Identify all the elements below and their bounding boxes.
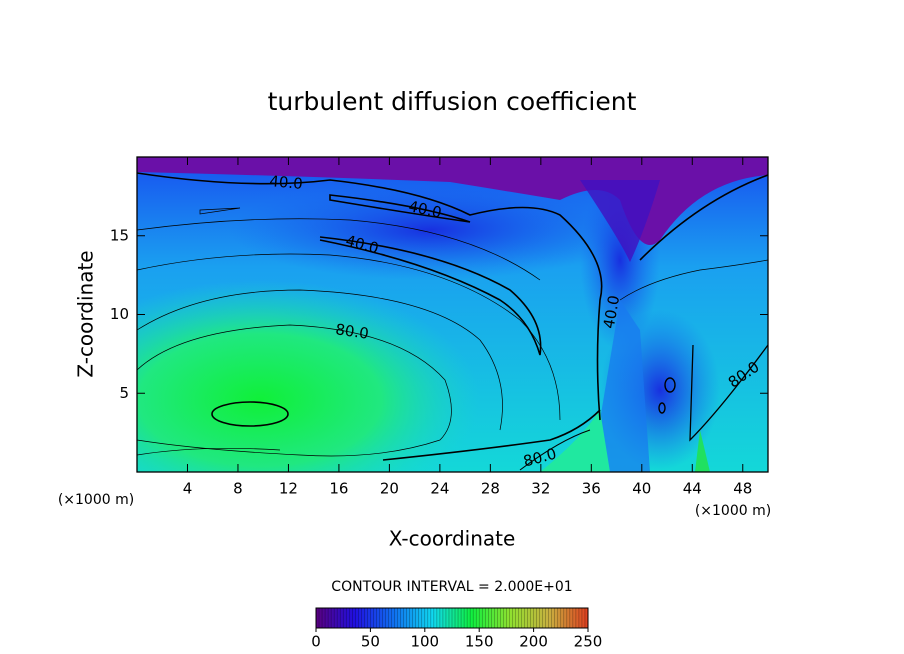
y-tick-label: 15 [110, 226, 129, 244]
colorbar-tick-label: 200 [519, 633, 548, 651]
x-tick-label: 40 [632, 480, 651, 498]
x-unit: (×1000 m) [58, 492, 134, 508]
x-tick-label: 28 [481, 480, 500, 498]
y-tick-label: 10 [110, 305, 129, 323]
contour-field [137, 157, 768, 472]
colorbar-tick-label: 250 [574, 633, 603, 651]
x-tick-label: 44 [683, 480, 702, 498]
y-tick-label: 5 [119, 384, 129, 402]
contour-label: 40.0 [269, 172, 304, 193]
colorbar-tick-label: 150 [465, 633, 494, 651]
x-unit: (×1000 m) [695, 503, 771, 519]
x-axis-title: X-coordinate [389, 527, 516, 551]
colorbar-tick-label: 100 [410, 633, 439, 651]
x-tick-label: 8 [233, 480, 243, 498]
x-tick-label: 20 [380, 480, 399, 498]
x-tick-label: 16 [329, 480, 348, 498]
x-tick-label: 4 [183, 480, 193, 498]
colorbar-tick-label: 50 [361, 633, 380, 651]
contour-interval: CONTOUR INTERVAL = 2.000E+01 [331, 579, 572, 595]
contour-label: 80.0 [334, 320, 370, 342]
colorbar-tick-label: 0 [311, 633, 321, 651]
x-tick-label: 36 [582, 480, 601, 498]
x-tick-label: 12 [279, 480, 298, 498]
x-tick-label: 48 [733, 480, 752, 498]
chart-title: turbulent diffusion coefficient [268, 87, 637, 116]
x-tick-label: 24 [430, 480, 449, 498]
x-tick-label: 32 [531, 480, 550, 498]
y-axis-title: Z-coordinate [74, 250, 98, 377]
contour-label: 40.0 [600, 294, 624, 330]
